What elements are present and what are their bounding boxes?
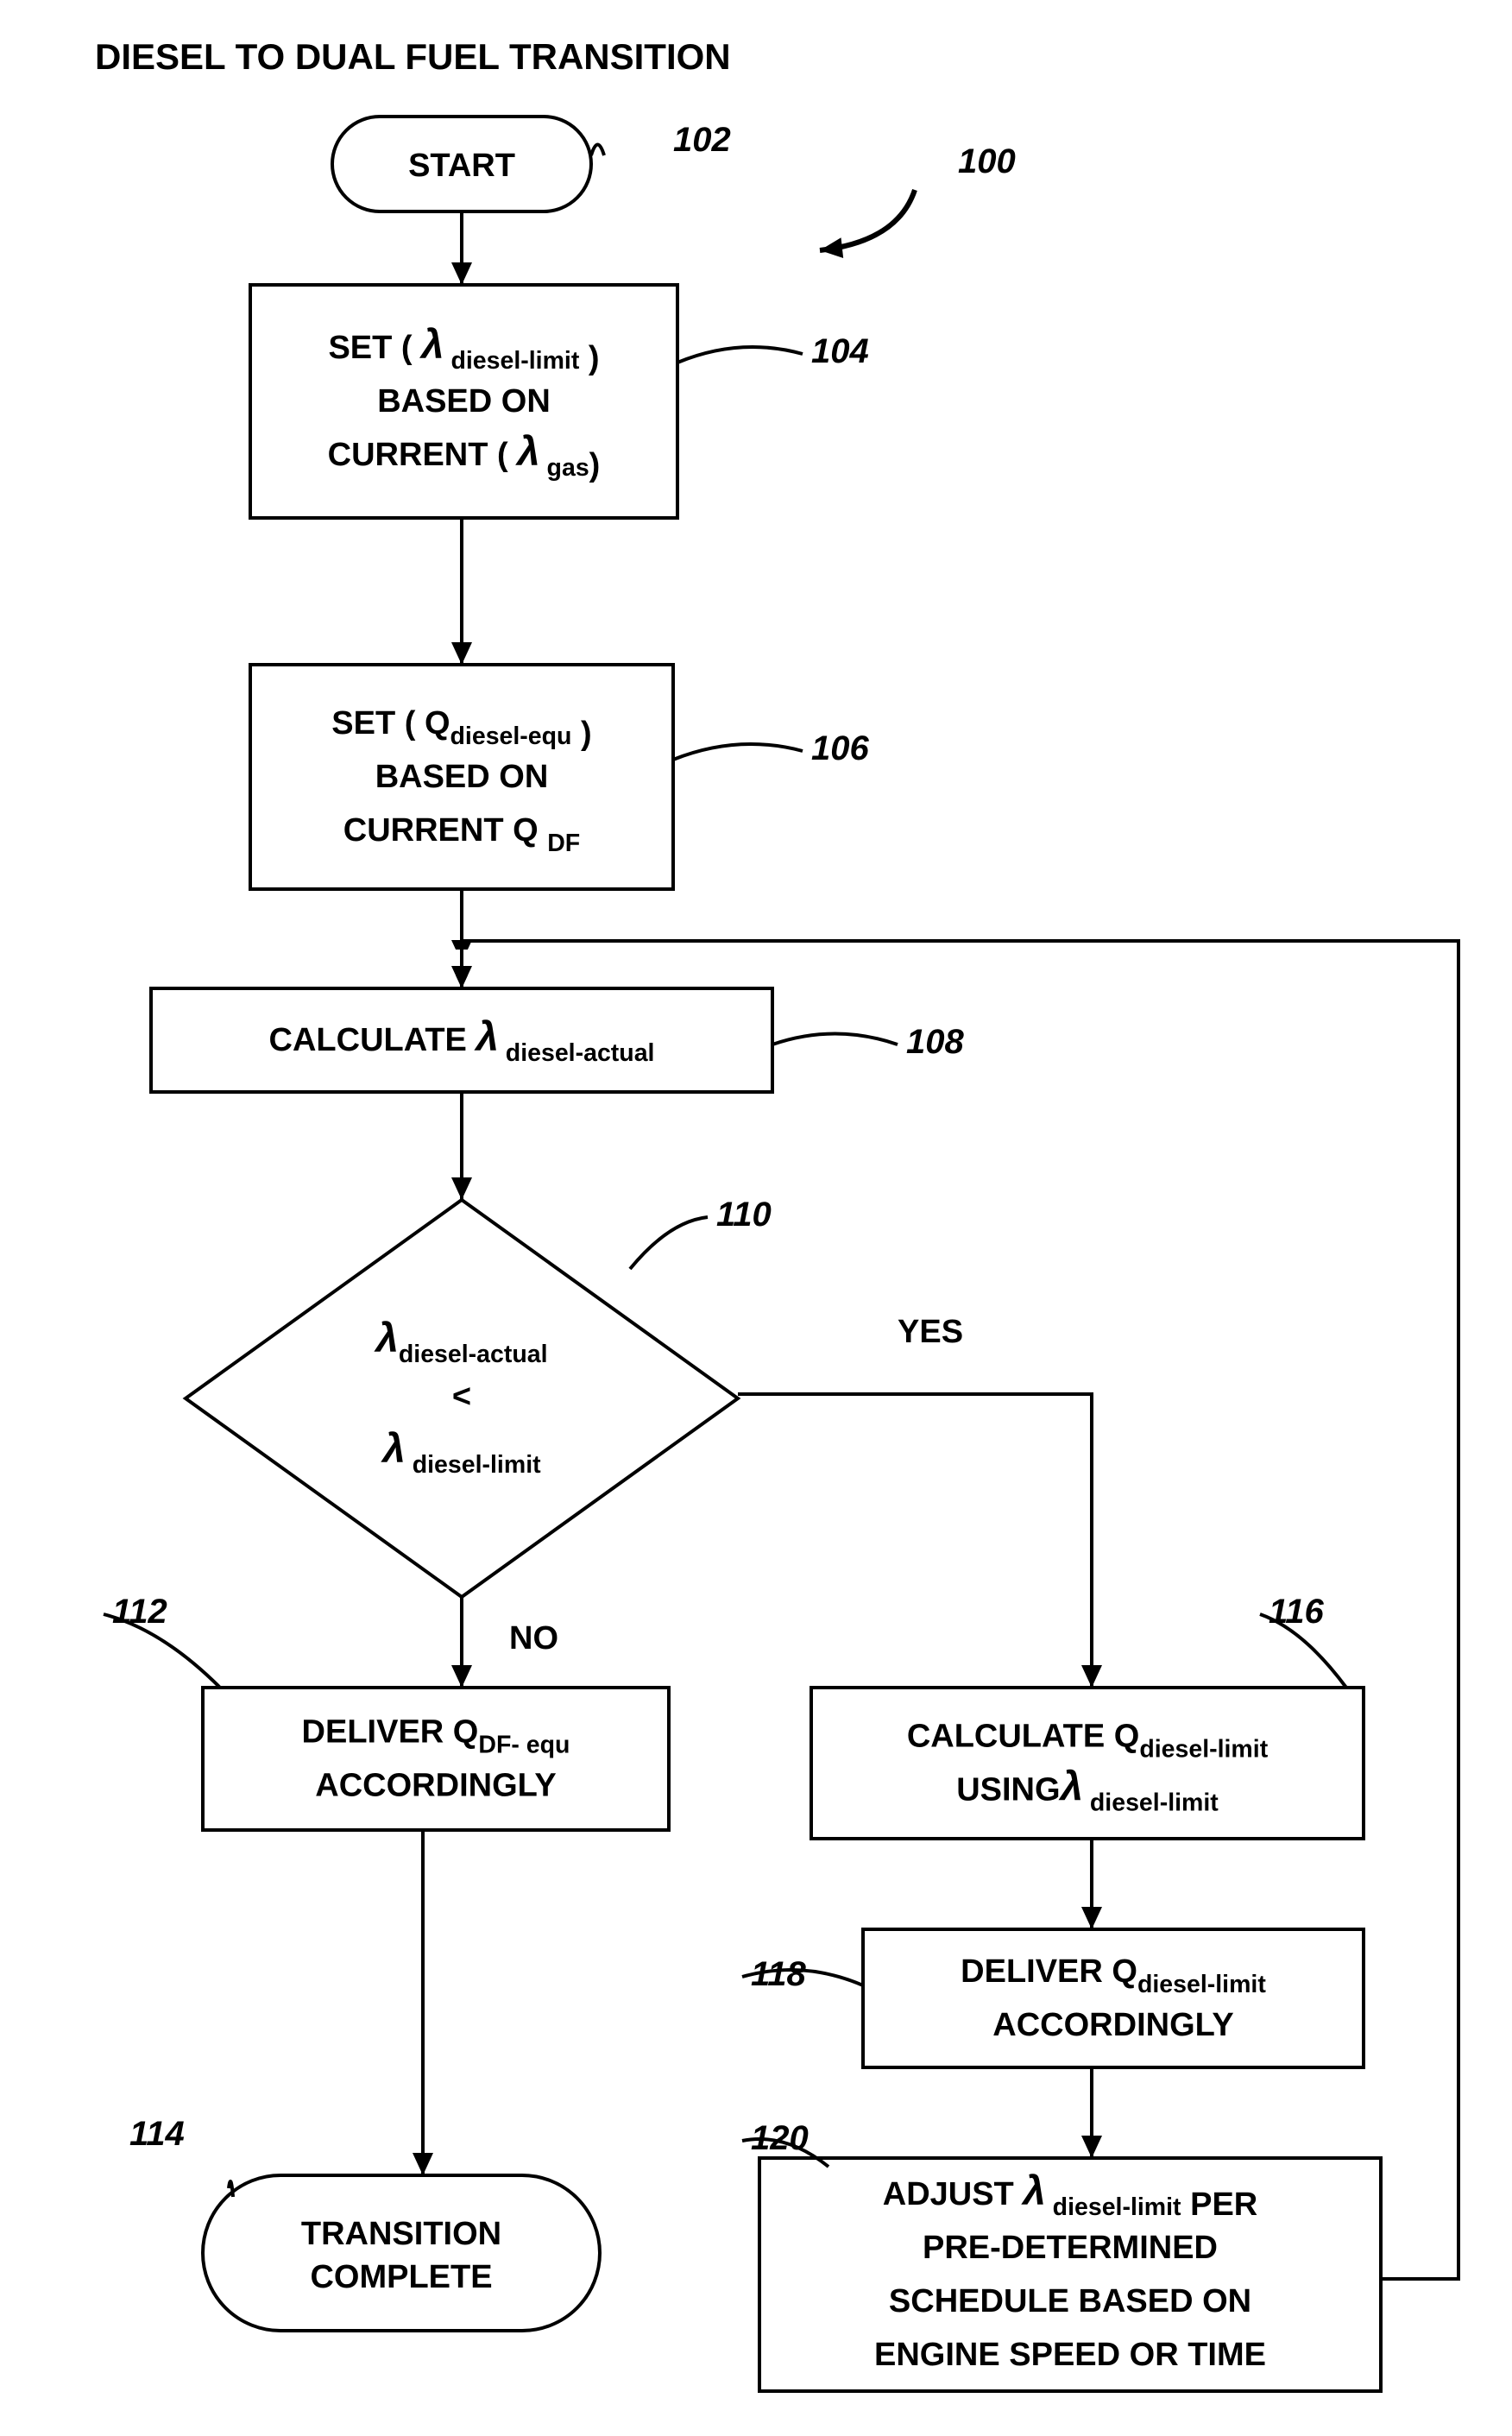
- diagram-title: DIESEL TO DUAL FUEL TRANSITION: [95, 36, 731, 77]
- process-b112: [203, 1688, 669, 1830]
- svg-text:120: 120: [751, 2119, 809, 2157]
- no-label: NO: [509, 1620, 558, 1657]
- process-b106-line1: BASED ON: [375, 759, 549, 795]
- svg-text:114: 114: [129, 2115, 185, 2153]
- process-b112-line1: ACCORDINGLY: [315, 1768, 556, 1804]
- end-terminal: [203, 2175, 600, 2331]
- svg-text:112: 112: [112, 1593, 167, 1631]
- svg-text:102: 102: [673, 121, 731, 159]
- process-b120-line2: SCHEDULE BASED ON: [889, 2283, 1251, 2319]
- end-line2: COMPLETE: [310, 2259, 492, 2295]
- ref-100: 100: [958, 142, 1016, 180]
- process-b120-line1: PRE-DETERMINED: [923, 2230, 1218, 2266]
- svg-text:110: 110: [716, 1196, 772, 1234]
- svg-text:104: 104: [811, 332, 869, 370]
- process-b118-line1: ACCORDINGLY: [992, 2007, 1233, 2043]
- svg-text:108: 108: [906, 1023, 964, 1061]
- yes-label: YES: [898, 1314, 963, 1350]
- process-b104-line1: BASED ON: [377, 383, 551, 420]
- svg-text:118: 118: [751, 1955, 807, 1993]
- decision-line1: <: [452, 1379, 471, 1415]
- process-b120-line3: ENGINE SPEED OR TIME: [874, 2337, 1266, 2373]
- svg-text:106: 106: [811, 729, 869, 767]
- svg-text:116: 116: [1269, 1593, 1325, 1631]
- end-line1: TRANSITION: [301, 2216, 501, 2252]
- start-label: START: [408, 148, 515, 184]
- process-b118: [863, 1929, 1364, 2067]
